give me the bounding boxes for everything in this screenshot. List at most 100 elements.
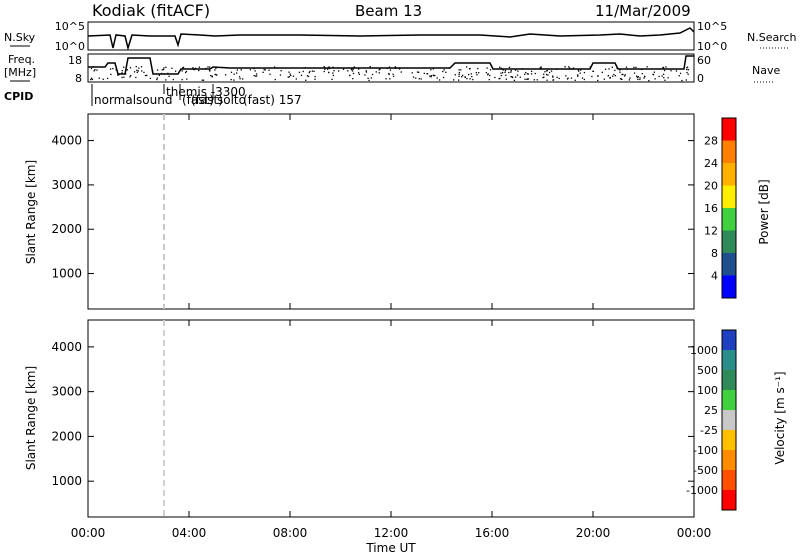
nave-dot	[198, 69, 200, 72]
nave-dot	[236, 69, 238, 71]
nave-dot	[510, 69, 512, 72]
nave-dot	[505, 74, 507, 76]
nave-dot	[389, 69, 392, 71]
nave-dot	[530, 73, 533, 75]
nave-dot	[564, 66, 566, 68]
nave-dot	[432, 68, 434, 70]
nave-dot	[540, 66, 542, 68]
colorbar-segment	[722, 490, 736, 511]
nave-dot	[365, 71, 368, 73]
nave-dot	[167, 72, 169, 74]
freq-label-2: [MHz]	[4, 66, 36, 79]
nave-dot	[448, 67, 450, 69]
colorbar-segment	[722, 230, 736, 254]
nave-dot	[566, 78, 569, 80]
date-title: 11/Mar/2009	[595, 2, 691, 20]
cpid-fast-2: (fast)	[191, 93, 223, 107]
nave-dot	[637, 78, 639, 81]
nave-dot	[379, 68, 381, 70]
nave-dot	[621, 78, 623, 81]
colorbar-tick-label: 20	[704, 180, 718, 193]
nave-dot	[646, 66, 648, 68]
nave-dot	[460, 69, 462, 71]
nave-dot	[471, 75, 473, 78]
colorbar-tick-label: 500	[697, 364, 718, 377]
nave-dot	[685, 79, 687, 81]
nave-dot	[614, 75, 617, 77]
nave-dot	[365, 70, 367, 72]
nave-dot	[527, 73, 529, 75]
nave-dot	[430, 69, 432, 71]
nave-dot	[290, 74, 292, 77]
nave-dot	[487, 74, 489, 76]
nave-dot	[398, 68, 401, 70]
nave-dot	[309, 70, 311, 73]
nave-dot	[122, 66, 125, 68]
nave-dot	[215, 67, 217, 69]
nave-dot	[112, 67, 114, 70]
nave-dot	[332, 66, 334, 68]
nave-dot	[370, 77, 373, 79]
nave-dot	[198, 66, 201, 68]
nave-dot	[552, 76, 554, 78]
nave-dot	[161, 72, 163, 75]
nave-dot	[347, 70, 349, 72]
nave-dot	[489, 74, 491, 77]
nave-dot	[331, 78, 333, 81]
nave-dot	[262, 71, 264, 73]
nave-dot	[633, 72, 636, 74]
nave-dot	[433, 74, 435, 77]
nave-dot	[214, 73, 216, 76]
nave-dot	[670, 70, 672, 72]
nave-dot	[654, 78, 656, 80]
nave-dot	[524, 73, 526, 75]
nave-dot	[458, 73, 460, 76]
nave-dot	[302, 70, 304, 73]
nave-dot	[476, 74, 478, 76]
colorbar-frame	[721, 117, 737, 299]
nave-dot	[577, 69, 579, 71]
nave-dot	[442, 70, 444, 73]
power-panel: Slant Range [km] 4000 3000 2000 1000 28 24 20…	[24, 113, 771, 310]
nave-dot	[453, 79, 455, 81]
nave-dot	[140, 66, 143, 68]
nave-dot	[146, 74, 148, 77]
nave-dot	[254, 70, 256, 72]
power-xticks	[87, 114, 695, 309]
nave-dot	[652, 73, 655, 76]
velocity-xticks	[87, 320, 695, 517]
nave-dot	[572, 67, 575, 69]
nave-dot	[534, 72, 536, 75]
nave-dot	[639, 78, 641, 81]
nave-dot	[423, 72, 425, 75]
nave-dot	[611, 66, 613, 68]
nave-dot	[635, 66, 637, 69]
nave-dot	[351, 67, 353, 70]
nave-dot	[268, 69, 270, 71]
nave-dot	[653, 71, 656, 73]
nave-dot	[136, 71, 138, 73]
nave-dot	[526, 73, 529, 75]
nave-dot	[434, 74, 436, 77]
nave-dot	[135, 66, 137, 68]
nave-dot	[135, 76, 137, 79]
velocity-yticks: 4000 3000 2000 1000	[51, 340, 694, 488]
nave-dot	[125, 69, 127, 72]
nave-dot	[583, 71, 586, 74]
nave-dot	[90, 77, 93, 80]
nave-dot	[498, 78, 500, 80]
nave-dot	[211, 76, 213, 78]
colorbar-tick-label: -1000	[686, 484, 718, 497]
nave-dot	[388, 73, 390, 76]
nave-dot	[544, 71, 546, 73]
nave-dot	[378, 69, 380, 71]
nave-dot	[328, 66, 330, 68]
x-tick-label: 04:00	[172, 526, 207, 540]
nave-dot	[470, 73, 472, 75]
nave-dot	[289, 73, 291, 75]
nave-dot	[156, 69, 159, 71]
nave-dot	[515, 76, 517, 78]
nave-dot	[368, 79, 370, 82]
nsearch-tick-top: 10^5	[697, 20, 727, 33]
nave-dot	[678, 75, 680, 77]
